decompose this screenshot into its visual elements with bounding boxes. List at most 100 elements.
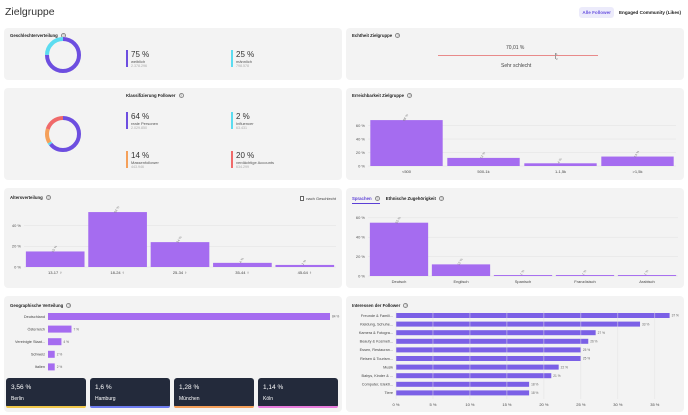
city-card: 3,56 % Berlin [6, 378, 86, 408]
help-icon[interactable]: ? [395, 33, 401, 39]
stat-percent: 25 % [236, 50, 255, 59]
y-tick-label: 40 % [356, 235, 366, 240]
bar [48, 363, 55, 371]
stat-label: weiblich [131, 59, 146, 64]
tab-ethnicity[interactable]: Ethnische Zugehörigkeit ? [385, 196, 445, 202]
age-chart: 0 % 20 % 40 % 15 % 13-17 ♀ 53 % 18-24 ♀ 24 % 25-… [12, 205, 336, 275]
category-label: Deutschland [24, 315, 45, 319]
help-icon[interactable]: ? [66, 303, 72, 309]
bar [601, 156, 674, 166]
bar [396, 381, 530, 387]
bar [369, 222, 429, 276]
bar-value-label: 2 % [301, 259, 307, 266]
category-label: Italien [35, 365, 45, 369]
bar [396, 321, 641, 327]
y-tick-label: 0 % [358, 273, 365, 278]
stat-suspicious: 20 % verdächtige Accounts 634.299 [231, 151, 274, 170]
bar-value-label: 14 % [633, 150, 640, 158]
gender-split-checkbox[interactable]: nach Geschlecht [299, 196, 336, 201]
bar [48, 325, 72, 333]
tab-languages[interactable]: Sprachen ? [352, 196, 380, 205]
stat-label: reale Personen [131, 121, 159, 126]
help-icon[interactable]: ? [439, 196, 445, 202]
audience-tabs: Alle Follower Engaged Community (Likes) [579, 7, 684, 18]
stat-count: 63.431 [236, 126, 247, 130]
stat-male: 25 % männlich 798.578 [231, 50, 254, 69]
x-tick-label: <500 [402, 169, 412, 174]
bar-value-label: 18 % [531, 391, 538, 395]
bar [396, 373, 552, 379]
top-cities: 3,56 % Berlin 1,6 % Hamburg 1,28 % Münch… [6, 378, 338, 408]
bar-value-label: 4 % [557, 157, 563, 164]
tab-engaged-community[interactable]: Engaged Community (Likes) [618, 10, 681, 15]
bar-value-label: 25 % [583, 348, 590, 352]
geo-chart: Deutschland 84 % Österreich 7 % Vereinigte S… [15, 313, 339, 371]
authenticity-rating: Sehr schlecht [501, 63, 532, 69]
bar-value-label: 26 % [590, 340, 597, 344]
x-tick-label: 10 % [465, 402, 475, 407]
bar-value-label: 27 % [598, 331, 605, 335]
bar-value-label: 33 % [642, 322, 649, 326]
bar [48, 350, 55, 358]
stat-bar [231, 50, 233, 67]
category-label: Essen, Restauran... [360, 348, 393, 352]
bar-value-label: 12 % [457, 258, 464, 266]
category-label: Kamera & Fotogra... [359, 331, 393, 335]
marker-label-1: 1 [556, 52, 558, 56]
city-underline [6, 406, 86, 408]
tab-all-followers[interactable]: Alle Follower [579, 7, 614, 18]
x-tick-label: >1,5k [633, 169, 643, 174]
x-tick-label: Englisch [453, 279, 468, 284]
bar-value-label: 37 % [672, 314, 679, 318]
interests-title: Interessen der Follower ? [352, 303, 409, 309]
bar-value-label: 7 % [74, 327, 80, 331]
stat-influencer: 2 % Influencer 63.431 [231, 112, 254, 131]
bar [396, 390, 530, 396]
x-tick-label: 5 % [430, 402, 437, 407]
help-icon[interactable]: ? [374, 196, 380, 202]
age-card: Altersverteilung ? [4, 188, 342, 288]
help-icon[interactable]: ? [407, 93, 413, 99]
city-card: 1,14 % Köln [258, 378, 338, 408]
checkbox-box[interactable] [299, 196, 305, 201]
stat-count: 2.029.850 [131, 126, 147, 130]
languages-chart: 0 % 20 % 40 % 60 % 55 % Deutsch 12 % Englisch 1 … [356, 215, 678, 284]
x-tick-label: 15 % [502, 402, 512, 407]
y-tick-label: 20 % [356, 254, 366, 259]
city-underline [258, 406, 338, 408]
category-label: Vereinigte Staat... [15, 340, 45, 344]
y-tick-label: 60 % [356, 123, 366, 128]
city-percent: 3,56 % [11, 384, 32, 391]
category-label: Tiere [384, 391, 393, 395]
bar-value-label: 12 % [479, 151, 486, 159]
city-name: Hamburg [95, 396, 116, 402]
help-icon[interactable]: ? [403, 303, 409, 309]
x-tick-label: 0 % [393, 402, 400, 407]
city-percent: 1,14 % [263, 384, 284, 391]
city-card: 1,6 % Hamburg [90, 378, 170, 408]
marker-label-2: 2 [556, 57, 558, 61]
reach-title: Erreichbarkeit Zielgruppe ? [352, 93, 413, 99]
bar-value-label: 1 % [519, 269, 525, 276]
stat-label: männlich [236, 59, 253, 64]
help-icon[interactable]: ? [45, 195, 51, 201]
stat-bar [126, 50, 128, 67]
stat-label: verdächtige Accounts [236, 160, 275, 165]
bar [88, 212, 147, 267]
checkbox-label: nach Geschlecht [306, 196, 336, 201]
geo-title: Geographische Verteilung ? [10, 303, 72, 309]
donut-slice-suspicious [45, 116, 81, 152]
y-tick-label: 40 % [356, 136, 366, 141]
stat-label: Massenfollower [131, 160, 159, 165]
stat-percent: 20 % [236, 151, 255, 160]
bar-value-label: 15 % [51, 245, 58, 253]
bar [48, 338, 62, 346]
x-tick-label: 500-1k [477, 169, 489, 174]
x-tick-label: 35-44 ♀ [235, 270, 249, 275]
bar-value-label: 4 % [238, 257, 244, 264]
x-tick-label: 20 % [539, 402, 549, 407]
x-tick-label: Französisch [574, 279, 596, 284]
bar-value-label: 55 % [395, 216, 402, 224]
bar [370, 120, 443, 166]
help-icon[interactable]: ? [178, 93, 184, 99]
